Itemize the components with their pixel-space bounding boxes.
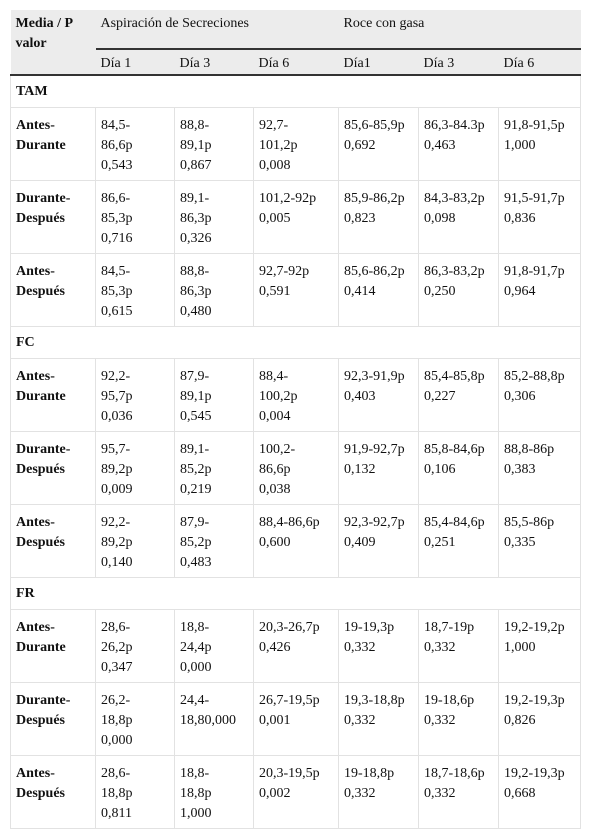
row-label: Antes-Durante [10, 609, 96, 683]
data-cell: 88,8-89,1p 0,867 [174, 107, 254, 181]
section-title: FC [9, 326, 582, 359]
data-row: Antes-Después 84,5-85,3p 0,615 88,8-86,3p … [10, 253, 582, 327]
data-cell: 19-19,3p 0,332 [338, 609, 420, 683]
data-cell: 88,8-86,3p 0,480 [174, 253, 254, 327]
day-header: Día 6 [253, 49, 339, 76]
data-cell: 85,4-84,6p 0,251 [418, 504, 500, 578]
data-cell: 86,3-83,2p 0,250 [418, 253, 500, 327]
data-cell: 19,2-19,3p 0,668 [498, 755, 582, 829]
days-row: Día 1 Día 3 Día 6 Día1 Día 3 Día 6 [11, 49, 581, 76]
data-cell: 84,3-83,2p 0,098 [418, 180, 500, 254]
data-cell: 19-18,8p 0,332 [338, 755, 420, 829]
table-body: TAM Antes-Durante 84,5-86,6p 0,543 88,8-89,… [9, 74, 582, 829]
day-header: Día1 [338, 49, 419, 76]
day-header: Día 3 [418, 49, 499, 76]
data-cell: 92,3-92,7p 0,409 [338, 504, 420, 578]
section-row: FC [9, 326, 582, 359]
data-cell: 85,6-85,9p 0,692 [338, 107, 420, 181]
row-label: Antes-Durante [10, 107, 96, 181]
section-title: FR [9, 577, 582, 610]
data-cell: 20,3-19,5p 0,002 [252, 755, 340, 829]
results-table: Media / P valor Aspiración de Secrecione… [9, 10, 582, 829]
data-cell: 18,8-24,4p 0,000 [174, 609, 254, 683]
data-cell: 85,6-86,2p 0,414 [338, 253, 420, 327]
data-cell: 85,2-88,8p 0,306 [498, 358, 582, 432]
data-row: Durante-Después 26,2-18,8p 0,000 24,4-18,8… [10, 682, 582, 756]
data-cell: 19-18,6p 0,332 [418, 682, 500, 756]
day-header: Día 6 [498, 49, 581, 76]
data-cell: 20,3-26,7p 0,426 [252, 609, 340, 683]
data-cell: 19,2-19,2p 1,000 [498, 609, 582, 683]
group-header: Roce con gasa [338, 10, 581, 50]
row-label: Antes-Después [10, 253, 96, 327]
data-row: Antes-Durante 84,5-86,6p 0,543 88,8-89,1p … [10, 107, 582, 181]
data-cell: 92,2-95,7p 0,036 [95, 358, 175, 432]
data-cell: 28,6-26,2p 0,347 [95, 609, 175, 683]
section-row: TAM [9, 74, 582, 108]
data-cell: 85,4-85,8p 0,227 [418, 358, 500, 432]
data-cell: 86,3-84.3p 0,463 [418, 107, 500, 181]
corner-header: Media / P valor [10, 10, 96, 76]
data-row: Antes-Después 28,6-18,8p 0,811 18,8-18,8p … [10, 755, 582, 829]
data-cell: 84,5-85,3p 0,615 [95, 253, 175, 327]
data-cell: 88,8-86p 0,383 [498, 431, 582, 505]
section-row: FR [9, 577, 582, 610]
data-cell: 19,2-19,3p 0,826 [498, 682, 582, 756]
data-cell: 26,7-19,5p 0,001 [252, 682, 340, 756]
day-header: Día 3 [174, 49, 254, 76]
data-cell: 92,7-92p 0,591 [252, 253, 340, 327]
row-label: Antes-Después [10, 504, 96, 578]
data-cell: 24,4-18,80,000 [174, 682, 254, 756]
data-cell: 88,4-100,2p 0,004 [252, 358, 340, 432]
row-label: Durante-Después [10, 180, 96, 254]
data-cell: 19,3-18,8p 0,332 [338, 682, 420, 756]
data-cell: 87,9-85,2p 0,483 [174, 504, 254, 578]
row-label: Durante-Después [10, 682, 96, 756]
data-cell: 92,7-101,2p 0,008 [252, 107, 340, 181]
data-cell: 91,9-92,7p 0,132 [338, 431, 420, 505]
data-cell: 85,5-86p 0,335 [498, 504, 582, 578]
data-cell: 91,8-91,7p 0,964 [498, 253, 582, 327]
data-row: Antes-Durante 28,6-26,2p 0,347 18,8-24,4p … [10, 609, 582, 683]
data-cell: 18,7-19p 0,332 [418, 609, 500, 683]
data-cell: 86,6-85,3p 0,716 [95, 180, 175, 254]
data-cell: 18,7-18,6p 0,332 [418, 755, 500, 829]
data-cell: 92,3-91,9p 0,403 [338, 358, 420, 432]
data-row: Antes-Después 92,2-89,2p 0,140 87,9-85,2p … [10, 504, 582, 578]
data-cell: 91,8-91,5p 1,000 [498, 107, 582, 181]
data-cell: 85,8-84,6p 0,106 [418, 431, 500, 505]
data-row: Durante-Después 86,6-85,3p 0,716 89,1-86,3… [10, 180, 582, 254]
data-cell: 95,7-89,2p 0,009 [95, 431, 175, 505]
day-header: Día 1 [95, 49, 175, 76]
data-cell: 89,1-86,3p 0,326 [174, 180, 254, 254]
data-cell: 18,8-18,8p 1,000 [174, 755, 254, 829]
section-title: TAM [9, 74, 582, 108]
data-cell: 88,4-86,6p 0,600 [252, 504, 340, 578]
data-cell: 92,2-89,2p 0,140 [95, 504, 175, 578]
data-cell: 100,2-86,6p 0,038 [252, 431, 340, 505]
data-cell: 87,9-89,1p 0,545 [174, 358, 254, 432]
data-row: Durante-Después 95,7-89,2p 0,009 89,1-85,2… [10, 431, 582, 505]
data-cell: 89,1-85,2p 0,219 [174, 431, 254, 505]
data-cell: 91,5-91,7p 0,836 [498, 180, 582, 254]
data-cell: 84,5-86,6p 0,543 [95, 107, 175, 181]
row-label: Antes-Durante [10, 358, 96, 432]
data-row: Antes-Durante 92,2-95,7p 0,036 87,9-89,1p … [10, 358, 582, 432]
data-cell: 28,6-18,8p 0,811 [95, 755, 175, 829]
group-header: Aspiración de Secreciones [95, 10, 339, 50]
row-label: Durante-Después [10, 431, 96, 505]
data-cell: 85,9-86,2p 0,823 [338, 180, 420, 254]
data-cell: 26,2-18,8p 0,000 [95, 682, 175, 756]
data-cell: 101,2-92p 0,005 [252, 180, 340, 254]
row-label: Antes-Después [10, 755, 96, 829]
